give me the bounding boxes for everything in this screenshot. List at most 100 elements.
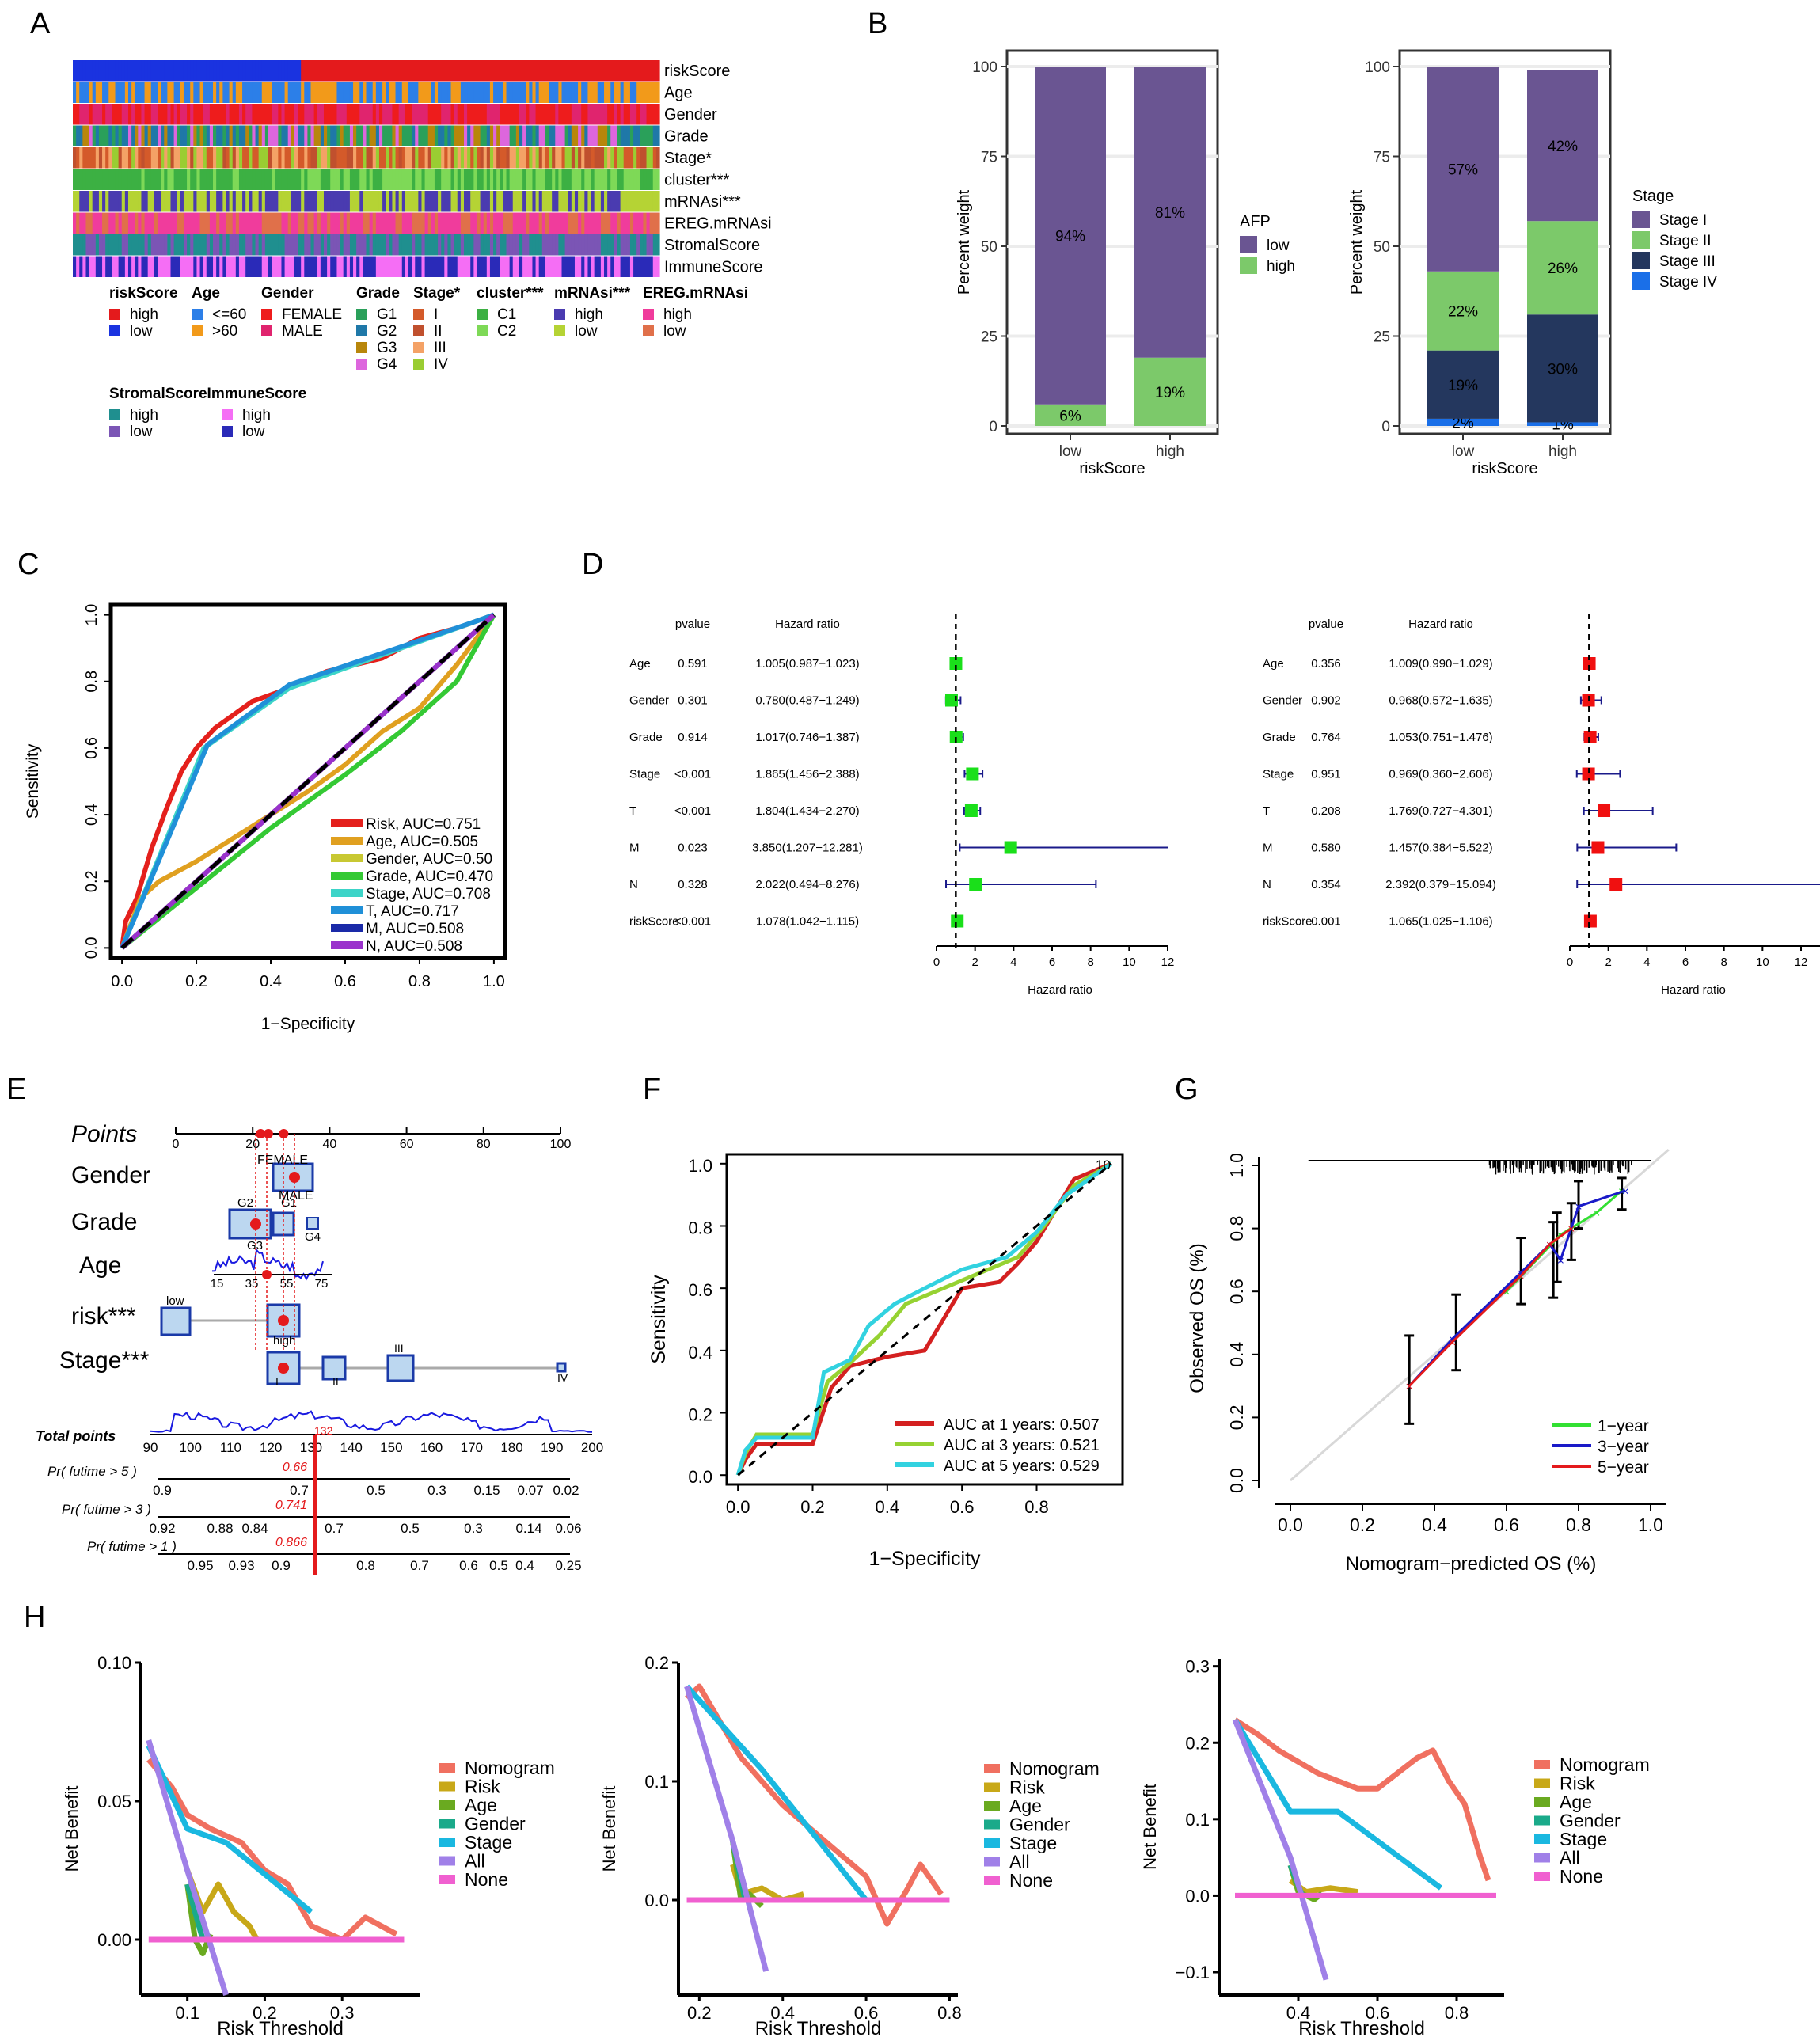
heatmap-cell — [633, 234, 637, 256]
heatmap-cell — [147, 147, 152, 169]
heatmap-cell — [336, 256, 341, 277]
heatmap-cell — [222, 212, 227, 234]
heatmap-cell — [418, 104, 423, 125]
heatmap-cell — [401, 82, 406, 103]
heatmap-cell — [457, 82, 462, 103]
hazard-ratio-label: 1.005(0.987−1.023) — [755, 657, 859, 671]
heatmap-cell — [604, 82, 608, 103]
bar-segment — [1035, 67, 1106, 405]
heatmap-cell — [336, 104, 341, 125]
heatmap-cell — [82, 104, 87, 125]
heatmap-cell — [340, 256, 344, 277]
heatmap-cell — [460, 147, 465, 169]
heatmap-cell — [226, 234, 230, 256]
heatmap-cell — [500, 234, 503, 256]
heatmap-cell — [395, 125, 400, 146]
bar-segment — [1134, 67, 1206, 358]
heatmap-cell — [545, 212, 549, 234]
heatmap-cell — [226, 104, 230, 125]
heatmap-cell — [477, 60, 481, 82]
legend-swatch — [1240, 257, 1257, 274]
heatmap-cell — [206, 125, 211, 146]
x-tick-label: 0.6 — [334, 973, 356, 990]
heatmap-cell — [519, 125, 523, 146]
heatmap-cell — [594, 191, 598, 212]
heatmap-cell — [620, 234, 625, 256]
heatmap-cell — [600, 212, 605, 234]
heatmap-cell — [226, 169, 230, 190]
heatmap-cell — [652, 256, 657, 277]
heatmap-cell — [255, 60, 260, 82]
heatmap-cell — [245, 191, 249, 212]
heatmap-cell — [164, 256, 168, 277]
level-label: MALE — [279, 1189, 313, 1203]
heatmap-cell — [519, 256, 523, 277]
heatmap-cell — [310, 60, 315, 82]
heatmap-cell — [574, 60, 579, 82]
tick-label: 0.3 — [427, 1483, 446, 1498]
heatmap-cell — [235, 234, 240, 256]
heatmap-cell — [150, 104, 155, 125]
heatmap-cell — [275, 234, 279, 256]
heatmap-cell — [561, 147, 566, 169]
level-label: II — [332, 1375, 339, 1388]
heatmap-cell — [597, 60, 602, 82]
roc-curve — [120, 613, 496, 949]
heatmap-cell — [95, 60, 100, 82]
heatmap-cell — [89, 212, 93, 234]
heatmap-cell — [190, 60, 194, 82]
heatmap-row-label: ImmuneScore — [664, 259, 763, 276]
heatmap-cell — [519, 234, 523, 256]
heatmap-cell — [105, 125, 109, 146]
heatmap-cell — [304, 104, 308, 125]
row-label: Gender — [1263, 694, 1302, 708]
heatmap-cell — [424, 191, 429, 212]
heatmap-cell — [555, 147, 559, 169]
heatmap-cell — [310, 191, 315, 212]
heatmap-cell — [187, 256, 191, 277]
heatmap-cell — [138, 256, 142, 277]
heatmap-cell — [272, 125, 275, 146]
heatmap-cell — [95, 191, 100, 212]
heatmap-cell — [353, 104, 357, 125]
heatmap-cell — [356, 256, 360, 277]
heatmap-cell — [73, 60, 77, 82]
heatmap-cell — [626, 147, 631, 169]
bar-data-label: 30% — [1548, 361, 1578, 378]
heatmap-cell — [636, 147, 640, 169]
legend-swatch — [1632, 231, 1650, 249]
heatmap-cell — [180, 212, 184, 234]
heatmap-cell — [190, 212, 194, 234]
heatmap-cell — [369, 125, 374, 146]
selected-marker — [262, 1270, 272, 1279]
heatmap-cell — [268, 212, 272, 234]
row-label: Grade — [1263, 731, 1296, 744]
heatmap-cell — [366, 147, 370, 169]
pvalue-label: 0.591 — [678, 657, 708, 671]
heatmap-cell — [473, 60, 478, 82]
y-tick-label: 0.10 — [97, 1653, 131, 1673]
heatmap-cell — [193, 82, 198, 103]
heatmap-cell — [515, 169, 520, 190]
heatmap-cell — [281, 60, 286, 82]
heatmap-cell — [480, 60, 484, 82]
heatmap-cell — [412, 256, 416, 277]
heatmap-cell — [317, 234, 321, 256]
heatmap-cell — [232, 60, 237, 82]
heatmap-cell — [643, 191, 648, 212]
heatmap-cell — [343, 125, 348, 146]
pvalue-label: 0.356 — [1311, 657, 1341, 671]
y-tick-label: 0.2 — [688, 1405, 712, 1425]
heatmap-cell — [532, 169, 537, 190]
heatmap-cell — [238, 82, 243, 103]
panel-label-E: E — [6, 1073, 26, 1106]
heatmap-cell — [415, 234, 419, 256]
panel-label-B: B — [868, 7, 887, 40]
x-tick-label: 0.6 — [1366, 2003, 1390, 2023]
heatmap-cell — [597, 125, 602, 146]
heatmap-cell — [610, 82, 614, 103]
heatmap-cell — [549, 82, 553, 103]
heatmap-cell — [372, 212, 377, 234]
legend-swatch — [413, 342, 424, 353]
legend-label: Gender, AUC=0.50 — [366, 851, 492, 868]
